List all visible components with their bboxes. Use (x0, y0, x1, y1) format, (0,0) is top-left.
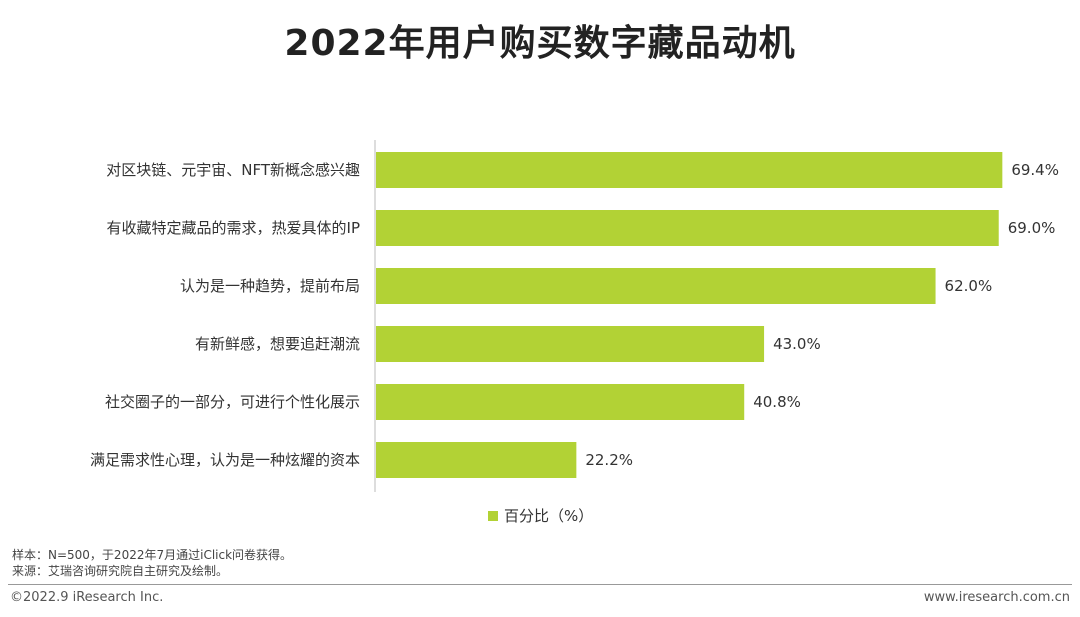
category-label: 社交圈子的一部分，可进行个性化展示 (105, 393, 360, 411)
value-label: 22.2% (585, 451, 633, 469)
legend: 百分比（%） (488, 505, 593, 526)
category-label: 对区块链、元宇宙、NFT新概念感兴趣 (106, 161, 360, 179)
category-label: 有收藏特定藏品的需求，热爱具体的IP (107, 219, 360, 237)
bar (376, 210, 999, 246)
legend-swatch (488, 510, 498, 521)
value-label: 40.8% (753, 393, 801, 411)
value-label: 43.0% (773, 335, 821, 353)
bar (376, 152, 1003, 188)
notes: 样本：N=500，于2022年7月通过iClick问卷获得。 来源：艾瑞咨询研究… (12, 547, 292, 579)
value-label: 62.0% (945, 277, 993, 295)
chart-title: 2022年用户购买数字藏品动机 (284, 23, 796, 64)
footer-divider (8, 584, 1072, 585)
website-link: www.iresearch.com.cn (923, 590, 1070, 605)
sample-note: 样本：N=500，于2022年7月通过iClick问卷获得。 (12, 548, 293, 562)
category-label: 有新鲜感，想要追赶潮流 (195, 335, 360, 353)
source-note: 来源：艾瑞咨询研究院自主研究及绘制。 (12, 564, 229, 578)
bar (376, 326, 765, 362)
bar (376, 384, 745, 420)
category-label: 认为是一种趋势，提前布局 (180, 277, 360, 295)
category-label: 满足需求性心理，认为是一种炫耀的资本 (90, 451, 360, 469)
bar (376, 268, 936, 304)
copyright: ©2022.9 iResearch Inc. (10, 590, 164, 605)
value-label: 69.4% (1011, 161, 1059, 179)
legend-label: 百分比（%） (504, 507, 594, 525)
value-label: 69.0% (1008, 219, 1056, 237)
bar (376, 442, 577, 478)
